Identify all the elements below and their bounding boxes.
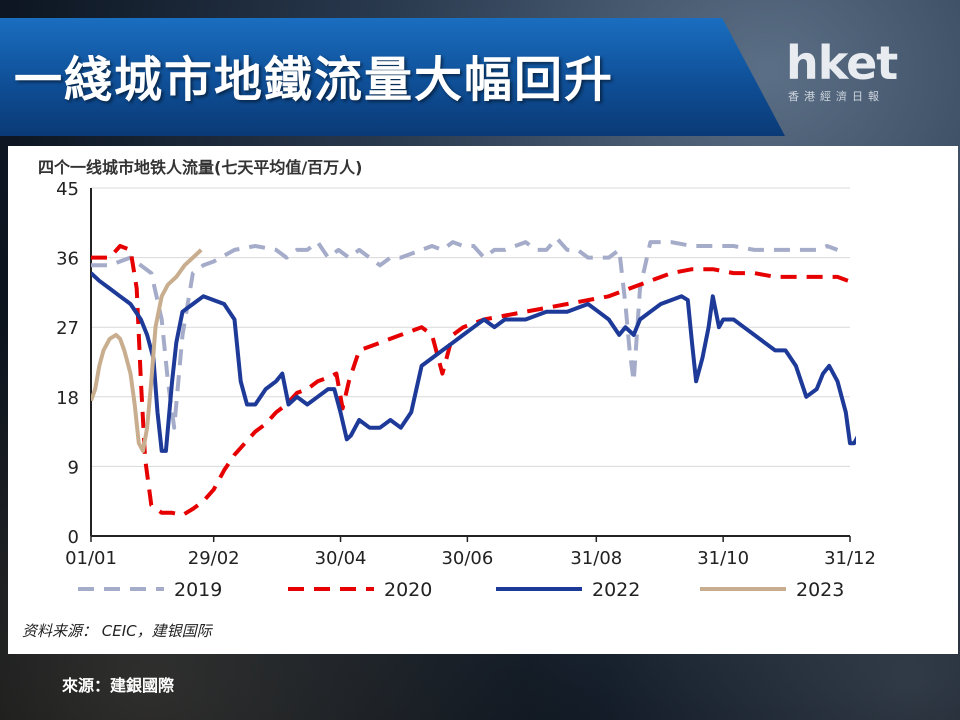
y-tick-label: 0 xyxy=(68,527,79,548)
x-tick-label: 31/12 xyxy=(824,548,876,569)
chart-source-note: 资料来源： CEIC，建银国际 xyxy=(22,622,212,640)
y-tick-label: 45 xyxy=(56,179,79,200)
logo-subtitle: 香港經濟日報 xyxy=(788,90,884,103)
hket-logo: hket 香港經濟日報 xyxy=(782,36,932,106)
legend-label-2022: 2022 xyxy=(592,579,640,601)
y-tick-label: 27 xyxy=(56,318,79,339)
footer-source: 來源：建銀國際 xyxy=(62,676,175,695)
y-tick-label: 9 xyxy=(68,457,79,478)
x-tick-label: 30/04 xyxy=(315,548,367,569)
line-chart: 0 9 18 27 36 45 01/01 29/02 30/04 30/06 31/08 31/10… xyxy=(56,179,876,601)
series-line-2022 xyxy=(91,271,856,453)
logo-wordmark: hket xyxy=(786,36,898,90)
title-banner xyxy=(0,18,785,136)
x-tick-label: 31/08 xyxy=(570,548,622,569)
x-tick-label: 31/10 xyxy=(697,548,749,569)
chart-panel: 四个一线城市地铁人流量(七天平均值/百万人) 0 9 18 27 36 45 01/01 29… xyxy=(8,146,958,654)
series-line-2023 xyxy=(91,248,203,453)
series-line-2020 xyxy=(91,244,849,518)
page-title: 一綫城市地鐵流量大幅回升 xyxy=(14,52,615,108)
x-tick-label: 29/02 xyxy=(188,548,240,569)
y-tick-label: 36 xyxy=(56,249,79,270)
legend-label-2023: 2023 xyxy=(796,579,844,601)
series-line-2019 xyxy=(91,236,839,430)
x-tick-label: 01/01 xyxy=(65,548,117,569)
chart-title: 四个一线城市地铁人流量(七天平均值/百万人) xyxy=(38,158,363,177)
legend-label-2020: 2020 xyxy=(384,579,432,601)
x-tick-label: 30/06 xyxy=(441,548,493,569)
y-tick-label: 18 xyxy=(56,388,79,409)
legend-label-2019: 2019 xyxy=(174,579,222,601)
